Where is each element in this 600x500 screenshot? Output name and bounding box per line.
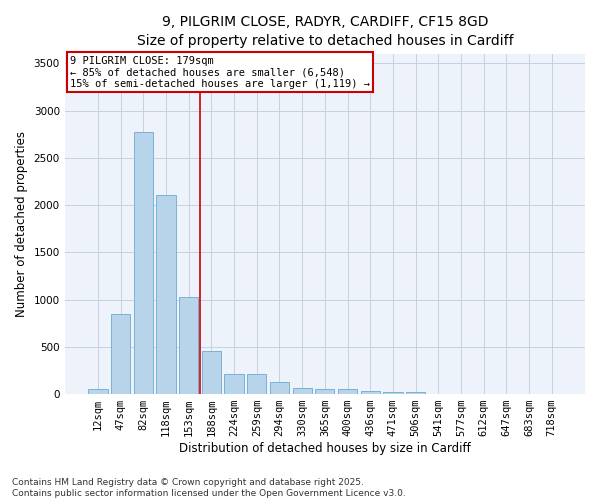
X-axis label: Distribution of detached houses by size in Cardiff: Distribution of detached houses by size … (179, 442, 471, 455)
Text: Contains HM Land Registry data © Crown copyright and database right 2025.
Contai: Contains HM Land Registry data © Crown c… (12, 478, 406, 498)
Y-axis label: Number of detached properties: Number of detached properties (15, 131, 28, 317)
Bar (224, 374, 244, 394)
Bar (202, 351, 221, 394)
Bar (315, 390, 334, 394)
Bar (134, 132, 153, 394)
Bar (293, 388, 312, 394)
Bar (88, 389, 107, 394)
Title: 9, PILGRIM CLOSE, RADYR, CARDIFF, CF15 8GD
Size of property relative to detached: 9, PILGRIM CLOSE, RADYR, CARDIFF, CF15 8… (137, 15, 513, 48)
Bar (157, 194, 176, 394)
Bar (179, 296, 199, 394)
Bar (383, 392, 403, 394)
Text: 9 PILGRIM CLOSE: 179sqm
← 85% of detached houses are smaller (6,548)
15% of semi: 9 PILGRIM CLOSE: 179sqm ← 85% of detache… (70, 56, 370, 88)
Bar (338, 390, 357, 394)
Bar (406, 392, 425, 394)
Bar (247, 374, 266, 394)
Bar (111, 314, 130, 394)
Bar (361, 391, 380, 394)
Bar (270, 382, 289, 394)
